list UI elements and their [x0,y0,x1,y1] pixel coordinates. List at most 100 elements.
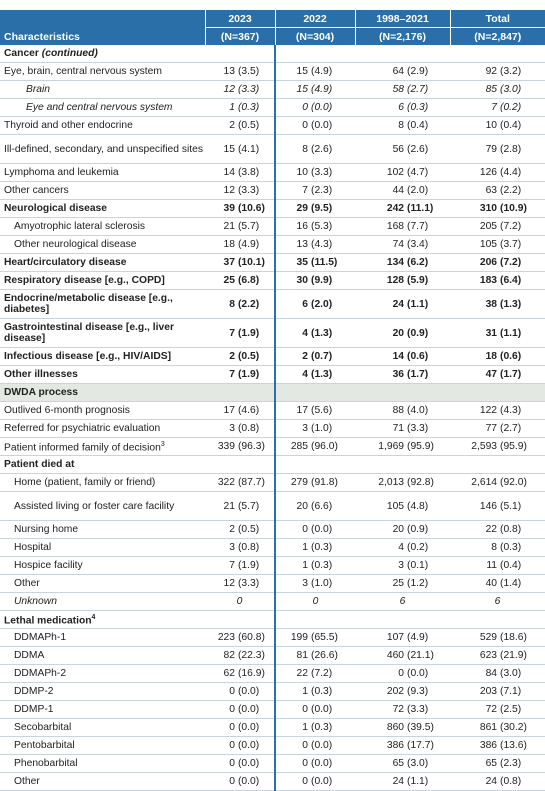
row-label: DWDA process [0,383,205,402]
label-text: Hospice facility [14,560,83,571]
cell-count: 1,969 [355,437,408,456]
cell-percent: (3.8) [238,163,276,182]
cell-empty [311,45,356,63]
cell-percent: (0.1) [407,556,451,575]
cell-count: 860 [355,718,408,737]
cell-count: 128 [355,271,408,290]
label-text: Ill-defined, secondary, and unspecified … [4,143,203,155]
cell-count: 10 [274,163,312,182]
table-row: Infectious disease [e.g., HIV/AIDS] 2 (0.5… [0,347,545,366]
cell-percent: (10.9) [500,199,545,218]
cell-empty [274,383,312,402]
cell-count: 0 [274,520,312,539]
cell-count: 3 [355,556,408,575]
cell-empty [407,455,451,474]
cell-percent: (0.3) [311,538,356,557]
cell-percent: (1.1) [500,318,545,348]
cell-percent: (0.6) [500,347,545,366]
table-row: Secobarbital 0 (0.0) 1 (0.3) 860 (39.5) 861 (30.… [0,718,545,737]
cell-count: 31 [450,318,501,348]
cell-percent: (5.7) [238,217,276,236]
cell-count: 24 [355,289,408,319]
label-text: Eye and central nervous system [26,102,173,113]
cell-count: 0 [205,718,238,737]
cell-count: 0 [274,772,312,791]
cell-count: 8 [355,116,408,135]
row-label: Referred for psychiatric evaluation [0,419,205,438]
cell-count: 30 [274,271,312,290]
label-text: Thyroid and other endocrine [4,120,133,131]
label-text: Phenobarbital [14,758,78,769]
cell-empty [205,45,238,63]
cell-percent: (10.1) [238,253,276,272]
cell-count: 8 [205,289,238,319]
label-text: Other illnesses [4,369,78,380]
row-label: Unknown [0,592,205,611]
cell-percent: (0.0) [407,664,451,683]
table-header: Characteristics 2023 2022 1998–2021 Total (N… [0,10,545,45]
cell-empty [238,610,276,629]
cell-count: 0 [274,700,312,719]
cell-count: 79 [450,134,501,164]
cell-count: 0 [274,98,312,117]
cell-percent: (1.7) [500,365,545,384]
cell-percent: (0.6) [407,347,451,366]
row-label: DDMAPh-2 [0,664,205,683]
cell-count: 8 [450,538,501,557]
cell-percent: (1.2) [407,574,451,593]
cell-count: 107 [355,628,408,647]
row-label: Hospice facility [0,556,205,575]
table-row: Unknown 0 0 6 6 [0,592,545,611]
table-row: Patient informed family of decision3 339(… [0,437,545,456]
table-row: Gastrointestinal disease [e.g., liver di… [0,318,545,348]
cell-count: 623 [450,646,501,665]
cell-count: 6 [355,592,451,611]
cell-percent: (4.9) [311,62,356,81]
cell-count: 77 [450,419,501,438]
cell-percent: (0.5) [238,520,276,539]
row-label: Ill-defined, secondary, and unspecified … [0,134,205,164]
label-text: DDMAPh-2 [14,668,67,679]
cell-percent: (0.9) [407,520,451,539]
cell-count: 4 [274,318,312,348]
label-text: Other [14,578,40,589]
cell-percent: (0.3) [238,98,276,117]
table-row: Other 0 (0.0) 0 (0.0) 24 (1.1) 24 (0.8) [0,772,545,791]
row-label: Gastrointestinal disease [e.g., liver di… [0,318,205,348]
cell-count: 44 [355,181,408,200]
cell-percent: (0.0) [238,718,276,737]
cell-count: 6 [274,289,312,319]
cell-percent: (7.2) [500,217,545,236]
cell-percent: (4.4) [500,163,545,182]
cell-percent: (21.9) [500,646,545,665]
cell-percent: (0.0) [311,754,356,773]
row-label: Pentobarbital [0,736,205,755]
cell-count: 12 [205,574,238,593]
cell-count: 22 [274,664,312,683]
cell-count: 183 [450,271,501,290]
cell-percent: (1.0) [311,574,356,593]
cell-count: 0 [205,772,238,791]
column-n: (N=2,176) [354,27,451,45]
cell-count: 223 [205,628,238,647]
cell-empty [450,45,501,63]
row-label: Secobarbital [0,718,205,737]
row-label: Eye and central nervous system [0,98,205,117]
label-text: Outlived 6-month prognosis [4,405,130,416]
cell-count: 7 [274,181,312,200]
cell-count: 199 [274,628,312,647]
cell-count: 460 [355,646,408,665]
cell-count: 4 [274,365,312,384]
cell-count: 105 [355,491,408,521]
cell-count: 202 [355,682,408,701]
cell-count: 72 [355,700,408,719]
label-text: Respiratory disease [e.g., COPD] [4,275,165,286]
cell-count: 285 [274,437,312,456]
label-text: Secobarbital [14,722,72,733]
cell-percent: (0.3) [311,682,356,701]
cell-count: 2,013 [355,473,408,492]
table-row: Endocrine/metabolic disease [e.g., diabe… [0,289,545,319]
cell-count: 126 [450,163,501,182]
data-table: Characteristics 2023 2022 1998–2021 Total (N… [0,10,545,791]
cell-percent: (2.2) [500,181,545,200]
